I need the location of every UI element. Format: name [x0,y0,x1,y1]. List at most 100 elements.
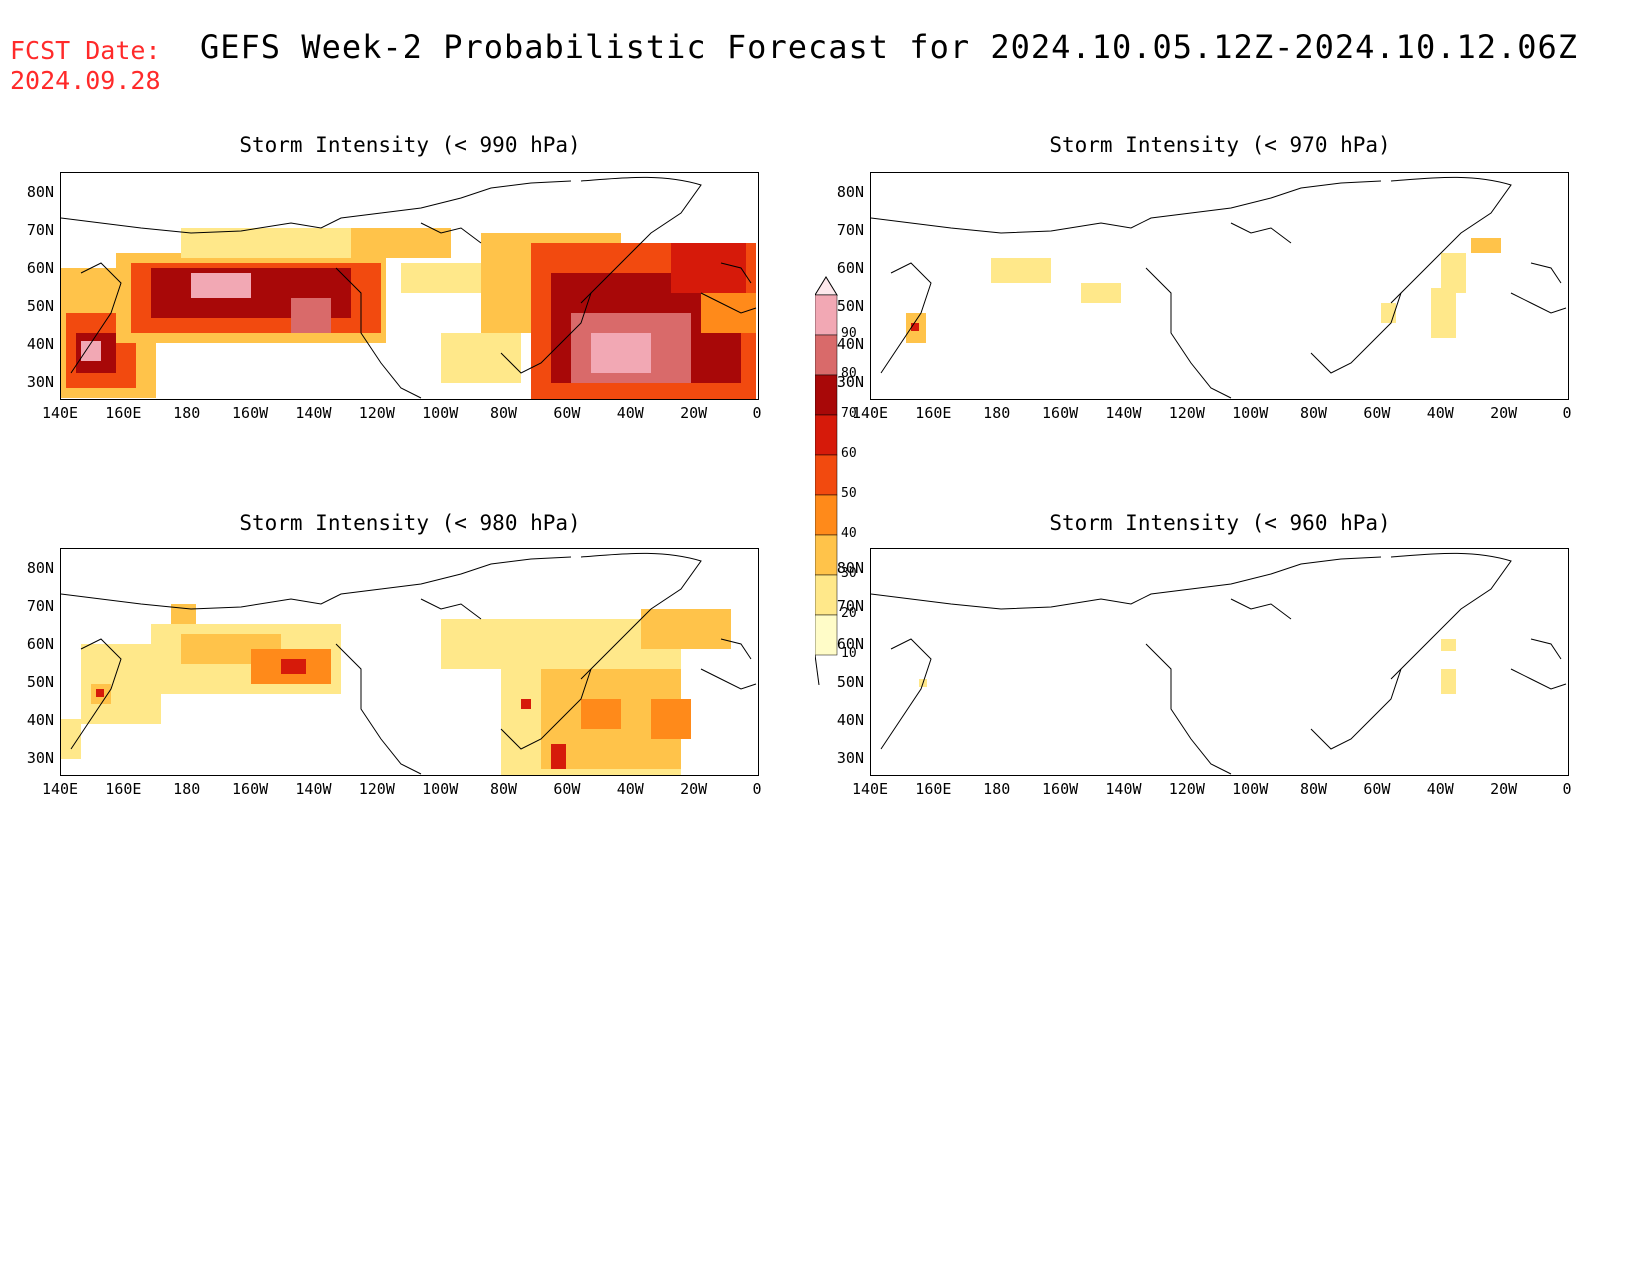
colorbar-segment [814,574,838,616]
lon-tick-label: 120W [358,780,395,798]
lon-tick-label: 100W [1232,780,1269,798]
probability-shading-970 [906,238,1501,343]
colorbar-tick-label: 80 [841,366,857,381]
lat-tick-label: 80N [26,559,54,577]
colorbar-tick-label: 40 [841,526,857,541]
colorbar-segment [814,534,838,576]
lat-tick-label: 30N [836,373,864,391]
map-panel-960 [870,548,1569,776]
map-panel-990 [60,172,759,400]
lon-tick-label: 140E [41,404,79,422]
lon-tick-label: 40W [616,404,644,422]
lon-tick-label: 20W [680,780,708,798]
probability-shading-980 [61,604,731,775]
coastlines-960 [871,552,1567,775]
lon-tick-label: 160E [105,404,142,422]
lat-tick-label: 80N [836,559,864,577]
lon-tick-label: 20W [1490,404,1518,422]
colorbar-max-arrow [814,276,838,296]
colorbar-segment [814,454,838,496]
lat-tick-label: 30N [836,749,864,767]
probability-shading-990 [61,228,756,399]
panel-title-980: Storm Intensity (< 980 hPa) [239,511,581,535]
lon-tick-label: 120W [1168,404,1205,422]
lon-tick-label: 160W [232,404,269,422]
lon-tick-label: 160W [1042,404,1079,422]
lon-tick-label: 40W [1426,780,1454,798]
lon-tick-label: 0 [1562,780,1572,798]
lon-tick-label: 20W [680,404,708,422]
panel-title-970: Storm Intensity (< 970 hPa) [1049,133,1391,157]
lat-tick-label: 50N [836,673,864,691]
lon-tick-label: 180 [173,780,201,798]
lat-tick-label: 50N [836,297,864,315]
lon-tick-label: 40W [1426,404,1454,422]
lon-tick-label: 80W [1299,404,1328,422]
lon-tick-label: 20W [1490,780,1518,798]
lon-tick-label: 60W [553,404,581,422]
lon-tick-label: 0 [1562,404,1572,422]
lon-tick-label: 100W [422,404,459,422]
panel-title-960: Storm Intensity (< 960 hPa) [1049,511,1391,535]
coastlines-970 [871,176,1567,399]
lon-tick-label: 60W [1363,404,1391,422]
colorbar-tick-label: 30 [841,566,857,581]
lat-tick-label: 70N [26,597,54,615]
lon-tick-label: 80W [489,780,518,798]
lat-tick-label: 30N [26,373,54,391]
lon-tick-label: 60W [1363,780,1391,798]
lat-tick-label: 40N [836,335,864,353]
lon-tick-label: 140W [295,780,332,798]
fcst-date-value: 2024.09.28 [10,66,161,95]
colorbar-tick-label: 10 [841,646,857,661]
coastlines-980 [61,552,757,775]
colorbar-segment [814,334,838,376]
lat-tick-label: 60N [26,635,54,653]
colorbar-tick-label: 50 [841,486,857,501]
lon-tick-label: 100W [1232,404,1269,422]
colorbar-segment [814,614,838,656]
lat-tick-label: 70N [836,221,864,239]
lon-tick-label: 180 [983,780,1011,798]
panel-title-990: Storm Intensity (< 990 hPa) [239,133,581,157]
forecast-date-block: FCST Date: 2024.09.28 [10,36,161,96]
lat-tick-label: 50N [26,673,54,691]
probability-shading-960 [919,639,1456,694]
lon-tick-label: 140E [851,780,889,798]
colorbar-tick-label: 90 [841,326,857,341]
lon-tick-label: 180 [983,404,1011,422]
lon-tick-label: 140W [1105,780,1142,798]
lat-tick-label: 80N [836,183,864,201]
lon-tick-label: 80W [489,404,518,422]
lat-tick-label: 40N [26,711,54,729]
lon-tick-label: 140W [295,404,332,422]
map-panel-980 [60,548,759,776]
lon-tick-label: 160E [105,780,142,798]
lat-tick-label: 70N [26,221,54,239]
lon-tick-label: 160W [1042,780,1079,798]
lon-tick-label: 120W [1168,780,1205,798]
lat-tick-label: 60N [26,259,54,277]
lat-tick-label: 40N [836,711,864,729]
lon-tick-label: 80W [1299,780,1328,798]
lon-tick-label: 0 [752,780,762,798]
lon-tick-label: 180 [173,404,201,422]
lon-tick-label: 140E [851,404,889,422]
lon-tick-label: 60W [553,780,581,798]
lon-tick-label: 120W [358,404,395,422]
lon-tick-label: 140E [41,780,79,798]
lon-tick-label: 160E [915,404,952,422]
colorbar: 90 80 70 60 50 40 30 20 10 [814,275,895,686]
lon-tick-label: 40W [616,780,644,798]
lat-tick-label: 50N [26,297,54,315]
fcst-date-label: FCST Date: [10,36,161,65]
lon-tick-label: 160E [915,780,952,798]
lat-tick-label: 60N [836,635,864,653]
lon-tick-label: 140W [1105,404,1142,422]
coastlines-990 [61,176,757,399]
page-title: GEFS Week-2 Probabilistic Forecast for 2… [200,28,1579,66]
colorbar-min-tail [814,654,820,686]
colorbar-tick-label: 60 [841,446,857,461]
colorbar-segment [814,294,838,336]
lat-tick-label: 70N [836,597,864,615]
